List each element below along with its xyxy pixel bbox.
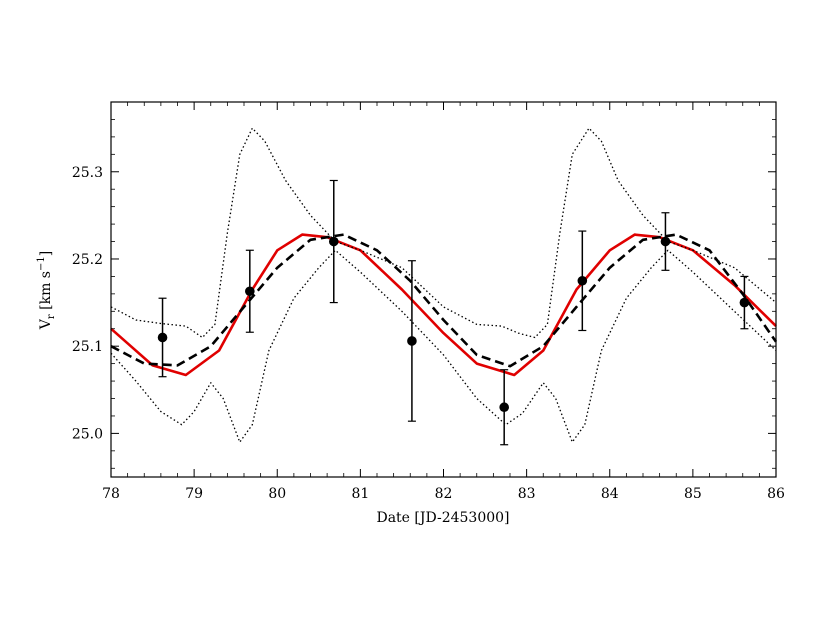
x-tick-label: 80 [268,486,286,502]
y-axis-label-sub: r [46,314,57,319]
y-axis-label: Vr [km s−1] [36,251,57,330]
x-axis-label: Date [JD-2453000] [376,510,509,526]
axis-ticks [110,102,777,477]
data-marker [157,332,168,343]
x-tick-label: 82 [435,486,453,502]
model-curves [110,127,778,443]
y-tick-label: 25.1 [72,339,103,355]
x-tick-label: 81 [351,486,369,502]
y-axis-label-sup: −1 [36,256,47,271]
data-marker [407,336,417,346]
plot-frame [110,101,777,478]
data-point-6 [660,212,671,271]
x-tick-label: 79 [185,486,203,502]
data-point-7 [739,275,750,330]
x-tick-label: 84 [601,486,619,502]
x-tick-label: 83 [518,486,536,502]
y-axis-label-main: V [38,318,54,330]
data-point-4 [499,369,509,446]
tick-labels: 78 79 80 81 82 83 84 85 86 25.0 25.1 25.2 25.3 [72,165,785,502]
data-points [157,179,750,446]
x-tick-label: 78 [102,486,120,502]
x-tick-label: 85 [684,486,702,502]
data-marker [739,297,750,308]
y-tick-label: 25.2 [72,252,103,268]
data-point-0 [157,297,168,378]
data-marker [328,236,339,247]
y-axis-label-close: ] [38,251,54,256]
data-point-5 [577,230,588,332]
data-marker [499,402,509,413]
data-point-3 [407,260,417,422]
curve-dashed-1 [110,233,778,368]
y-tick-label: 25.3 [72,165,103,181]
data-marker [577,275,588,286]
curve-dotted-2 [110,127,777,339]
x-tick-label: 86 [767,486,785,502]
data-point-1 [245,249,255,333]
curve-solid-0 [110,233,777,377]
y-tick-label: 25.0 [72,426,103,442]
curve-dotted-3 [110,249,777,443]
data-marker [245,286,255,297]
data-point-2 [328,179,339,304]
data-marker [660,236,671,247]
y-axis-label-rest: [km s [38,271,54,314]
